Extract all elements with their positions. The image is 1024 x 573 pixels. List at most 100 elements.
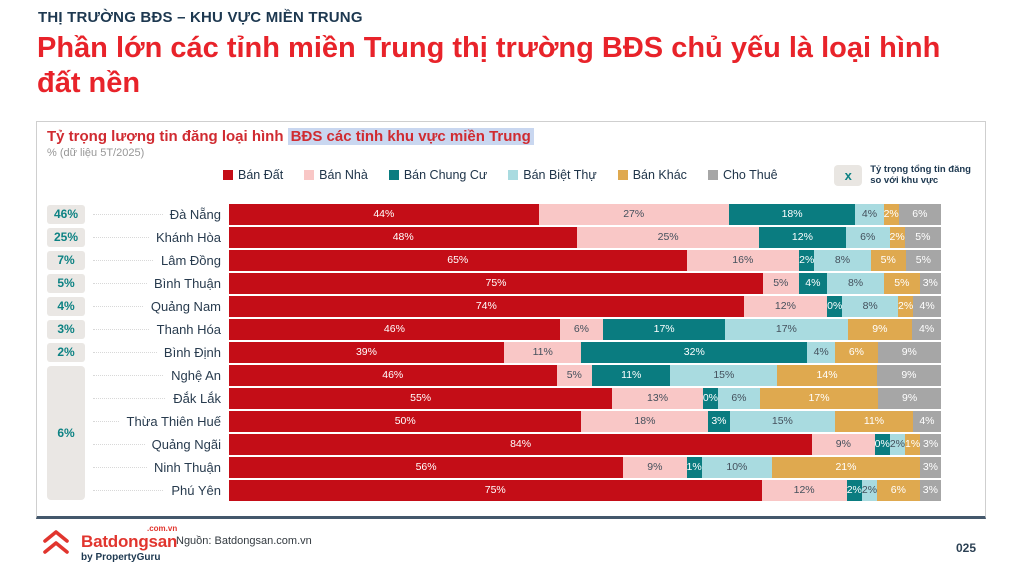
connector-line [93, 214, 227, 216]
bar-segment: 11% [592, 364, 671, 386]
province-label: Quảng Ngãi [144, 436, 229, 452]
legend-note: x Tỷ trọng tổng tin đăng so với khu vực [834, 164, 971, 187]
bar-segment: 17% [759, 387, 879, 409]
legend-label: Bán Nhà [319, 168, 368, 182]
bar-segment: 2% [889, 433, 905, 455]
bar-segment: 6% [877, 479, 920, 501]
segment-value: 14% [816, 369, 838, 382]
segment-value: 9% [901, 369, 917, 382]
segment-value: 17% [808, 392, 830, 405]
bar-segment: 3% [919, 272, 941, 294]
segment-value: 0% [874, 438, 890, 451]
province-label-cell: Ninh Thuận [93, 456, 229, 479]
province-label-cell: Khánh Hòa [93, 226, 229, 249]
province-label-cell: Nghệ An [93, 364, 229, 387]
logo-name: Batdongsan [81, 531, 178, 551]
bar-segment: 17% [602, 318, 726, 340]
segment-value: 2% [861, 484, 878, 497]
bar-segment: 6% [845, 226, 890, 248]
bar-segment: 2% [846, 479, 862, 501]
province-label-cell: Lâm Đồng [93, 249, 229, 272]
bar-segment: 2% [861, 479, 878, 501]
bar-segment: 5% [763, 272, 799, 294]
legend-label: Cho Thuê [722, 168, 778, 182]
logo-subtitle: by PropertyGuru [81, 551, 161, 563]
bar-row: 56% 9% 1% 10% 21% 3% [229, 456, 941, 478]
segment-value: 17% [653, 323, 675, 336]
segment-value: 4% [813, 346, 829, 359]
segment-value: 5% [915, 254, 931, 267]
segment-value: 0% [827, 300, 843, 313]
bar-segment: 48% [229, 226, 578, 248]
segment-value: 6% [573, 323, 589, 336]
segment-value: 65% [447, 254, 469, 267]
chart-title-plain: Tỷ trọng lượng tin đăng loại hình [47, 128, 288, 145]
bar-segment: 65% [229, 249, 687, 271]
segment-value: 18% [781, 208, 803, 221]
bar-segment: 11% [835, 410, 913, 432]
legend-label: Bán Biệt Thự [523, 168, 597, 182]
share-badge-key-icon: x [834, 164, 863, 186]
bar-segment: 2% [898, 295, 914, 317]
segment-value: 3% [922, 461, 939, 474]
legend-note-line2: so với khu vực [870, 175, 939, 187]
province-label-cell: Thanh Hóa [93, 318, 229, 341]
segment-value: 4% [919, 415, 935, 428]
segment-value: 4% [919, 323, 935, 336]
segment-value: 3% [922, 484, 938, 497]
segment-value: 15% [771, 415, 793, 428]
segment-value: 4% [919, 300, 935, 313]
segment-value: 1% [905, 438, 921, 451]
logo-text: .com.vn Batdongsan by PropertyGuru [81, 524, 178, 563]
bar-segment: 9% [847, 318, 913, 340]
bar-segment: 1% [905, 433, 921, 455]
segment-value: 9% [647, 461, 663, 474]
province-label: Bình Định [156, 344, 229, 360]
segment-value: 2% [846, 484, 862, 497]
bar-segment: 12% [743, 295, 828, 317]
segment-value: 9% [902, 392, 918, 405]
segment-value: 56% [415, 461, 437, 474]
segment-value: 11% [621, 369, 642, 382]
segment-value: 9% [901, 346, 917, 359]
bar-segment: 84% [229, 433, 813, 455]
segment-value: 12% [793, 484, 815, 497]
province-label: Nghệ An [164, 367, 229, 383]
bar-segment: 13% [612, 387, 703, 409]
segment-value: 8% [862, 300, 878, 313]
bar-segment: 17% [725, 318, 848, 340]
province-label: Đắk Lắk [166, 390, 229, 406]
segment-value: 5% [894, 277, 910, 290]
bar-row: 84% 9% 0% 2% 1% 3% [229, 433, 942, 455]
bar-segment: 6% [559, 318, 603, 340]
province-label-cell: Phú Yên [93, 479, 229, 502]
segment-value: 3% [923, 438, 939, 451]
bar-segment: 4% [807, 341, 836, 363]
segment-value: 39% [355, 346, 377, 359]
segment-value: 21% [835, 461, 857, 474]
segment-value: 75% [485, 277, 507, 290]
bar-segment: 5% [884, 272, 920, 294]
legend-label: Bán Khác [632, 168, 687, 182]
page-number: 025 [956, 541, 977, 555]
legend-label: Bán Chung Cư [403, 168, 488, 182]
segment-value: 6% [848, 346, 864, 359]
eyebrow: THỊ TRƯỜNG BĐS – KHU VỰC MIỀN TRUNG [38, 9, 363, 26]
segment-value: 17% [775, 323, 797, 336]
segment-value: 9% [835, 438, 851, 451]
segment-value: 3% [922, 277, 938, 290]
segment-value: 8% [834, 254, 851, 267]
bar-segment: 21% [772, 456, 920, 478]
segment-value: 12% [774, 300, 796, 313]
bar-segment: 14% [777, 364, 877, 386]
bar-segment: 2% [883, 203, 899, 225]
segment-value: 32% [683, 346, 705, 359]
bar-segment: 5% [905, 249, 941, 271]
province-label: Ninh Thuận [147, 459, 229, 475]
region-share-badge: 4% [47, 296, 85, 316]
segment-value: 18% [634, 415, 656, 428]
bar-segment: 6% [898, 203, 941, 225]
chart-title-highlight: BĐS các tỉnh khu vực miền Trung [287, 128, 534, 145]
region-share-badge: 46% [47, 204, 85, 224]
legend-item: Cho Thuê [707, 168, 778, 182]
